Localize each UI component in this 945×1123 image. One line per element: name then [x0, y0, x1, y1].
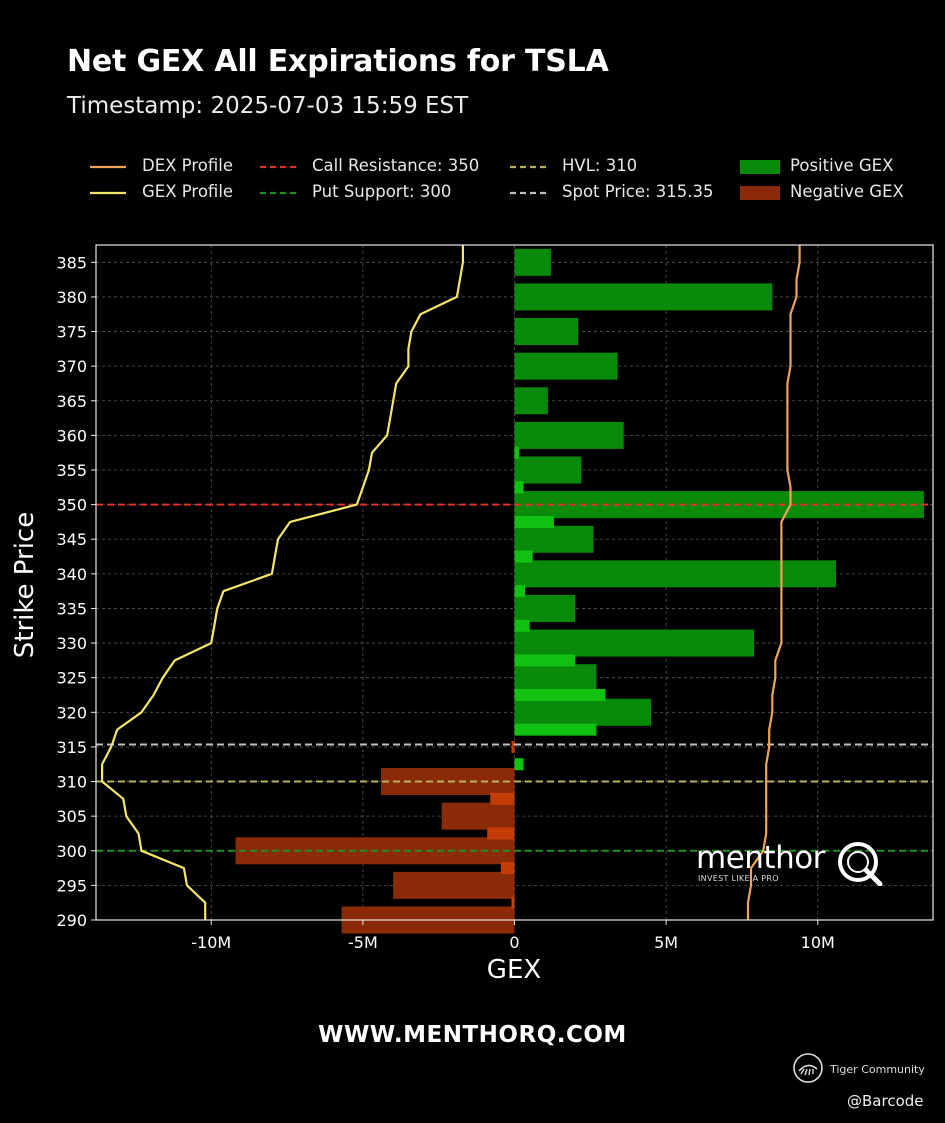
gex-bar: [514, 352, 618, 380]
y-tick-label: 290: [56, 911, 87, 930]
brand-tagline: INVEST LIKE A PRO: [698, 874, 779, 883]
gex-bar: [514, 387, 548, 415]
gex-bar-minor: [514, 654, 576, 667]
gex-bar-minor: [514, 446, 520, 459]
gex-bar-minor: [514, 723, 597, 736]
chart-title: Net GEX All Expirations for TSLA: [67, 44, 609, 79]
gex-bar: [514, 594, 576, 622]
bars-minor: [487, 446, 606, 909]
y-axis-ticks: 290 295 300 305 310 315 320 325 330 335 340 345 350 3…: [56, 253, 96, 930]
legend-label: Put Support: 300: [312, 182, 452, 201]
gex-bar-minor: [514, 515, 554, 528]
website-url[interactable]: WWW.MENTHORQ.COM: [318, 1022, 627, 1048]
gex-bar-minor: [514, 481, 524, 494]
legend-swatch: [260, 165, 296, 169]
legend-label: HVL: 310: [562, 156, 638, 175]
gex-bar: [514, 525, 594, 553]
legend-label: Negative GEX: [790, 182, 904, 201]
gex-bar: [514, 664, 597, 692]
y-tick-label: 295: [56, 876, 87, 895]
x-tick-label: 10M: [801, 933, 835, 952]
chart-subtitle: Timestamp: 2025-07-03 15:59 EST: [67, 93, 469, 119]
legend-swatch: [260, 191, 296, 195]
legend-label: GEX Profile: [142, 182, 234, 201]
y-tick-label: 305: [56, 807, 87, 826]
legend-label: Spot Price: 315.35: [562, 182, 714, 201]
legend-swatch: [740, 160, 780, 174]
x-tick-label: -5M: [348, 933, 378, 952]
gex-bar-minor: [514, 758, 524, 771]
gex-bar-minor: [490, 792, 515, 805]
gex-bar: [514, 698, 651, 726]
legend-label: DEX Profile: [142, 156, 233, 175]
x-tick-label: 5M: [654, 933, 678, 952]
gex-bar-minor: [500, 862, 515, 875]
gex-bar-minor: [514, 689, 606, 701]
y-tick-label: 350: [56, 496, 87, 515]
gex-bar-minor: [511, 740, 515, 753]
x-axis-ticks: -10M -5M 0 5M 10M: [191, 920, 835, 952]
y-tick-label: 320: [56, 703, 87, 722]
gex-bar: [514, 560, 836, 588]
y-tick-label: 360: [56, 426, 87, 445]
x-tick-label: -10M: [191, 933, 231, 952]
y-tick-label: 300: [56, 842, 87, 861]
y-tick-label: 345: [56, 530, 87, 549]
y-tick-label: 355: [56, 461, 87, 480]
legend-patch: [740, 160, 780, 174]
legend-swatch: [90, 191, 126, 195]
gex-bar: [441, 802, 515, 830]
y-tick-label: 370: [56, 357, 87, 376]
y-tick-label: 385: [56, 253, 87, 272]
gex-profile-line: [100, 245, 464, 920]
profiles: [100, 245, 801, 920]
legend-swatch: [510, 165, 546, 169]
gex-bar-minor: [514, 550, 533, 563]
y-tick-label: 375: [56, 323, 87, 342]
x-axis-label: GEX: [487, 955, 541, 985]
y-tick-label: 380: [56, 288, 87, 307]
author-handle: @Barcode: [847, 1092, 924, 1110]
tiger-community-badge: Tiger Community: [792, 1052, 925, 1088]
gex-bar-minor: [511, 896, 515, 909]
gex-bar: [514, 248, 551, 276]
dex-profile-line: [746, 245, 801, 920]
x-tick-label: 0: [509, 933, 519, 952]
y-axis-label: Strike Price: [10, 512, 40, 658]
legend-patch: [740, 186, 780, 200]
gex-bar-minor: [514, 585, 526, 598]
y-tick-label: 330: [56, 634, 87, 653]
gex-bar: [514, 318, 579, 346]
gex-chart: 290 295 300 305 310 315 320 325 330 335 340 345 350 3…: [10, 244, 934, 985]
menthorq-watermark: menthor INVEST LIKE A PRO: [696, 840, 883, 886]
tiger-community-label: Tiger Community: [830, 1063, 925, 1076]
q-logo-icon: [838, 842, 883, 886]
legend-swatch: [740, 186, 780, 200]
gex-bar: [514, 421, 624, 449]
gex-bar: [514, 283, 773, 311]
gex-bar-minor: [487, 827, 515, 840]
gex-bar: [393, 871, 515, 899]
y-tick-label: 315: [56, 738, 87, 757]
legend-label: Call Resistance: 350: [312, 156, 480, 175]
brand-name: menthor: [696, 840, 825, 876]
y-tick-label: 310: [56, 773, 87, 792]
legend-swatch: [90, 165, 126, 169]
y-tick-label: 365: [56, 392, 87, 411]
y-tick-label: 335: [56, 599, 87, 618]
reference-lines: [96, 503, 933, 852]
gex-bar: [514, 456, 582, 484]
legend-label: Positive GEX: [790, 156, 894, 175]
gex-bar-minor: [514, 619, 530, 632]
y-tick-label: 325: [56, 669, 87, 688]
tiger-logo-icon: [793, 1053, 823, 1083]
y-tick-label: 340: [56, 565, 87, 584]
legend-swatch: [510, 191, 546, 195]
gex-bar: [514, 629, 755, 657]
